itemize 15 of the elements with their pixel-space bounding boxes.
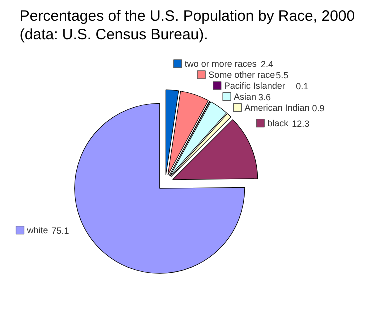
legend-label: Some other race [208,70,276,80]
data-label: 2.4 [260,59,274,70]
data-label: 5.5 [276,70,289,80]
data-label: 3.6 [258,92,272,102]
legend-label: American Indian [244,102,310,113]
legend-label: two or more races [184,58,258,69]
legend-label: Asian [234,92,257,102]
data-label: 0.1 [296,81,309,92]
legend-label: black [268,118,290,128]
data-label: 12.3 [292,118,310,129]
legend-label: white [26,225,48,236]
legend-label: Pacific Islander [224,80,286,91]
data-label: 0.9 [312,103,325,114]
chart-title: Percentages of the U.S. Population by Race, 2000 (data: U.S. Census Bureau). [20,8,356,44]
data-label: 75.1 [52,226,70,236]
